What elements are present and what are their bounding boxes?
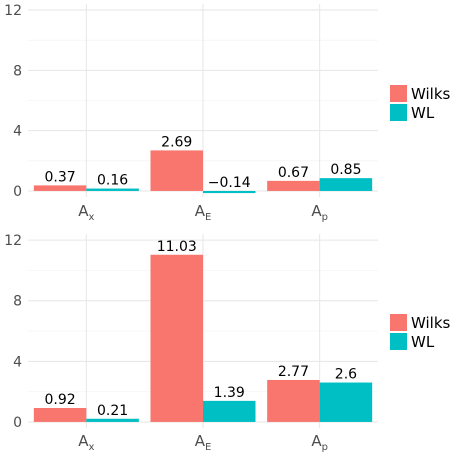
bar-value-label: 0.67 (278, 165, 309, 181)
legend-key-wilks (390, 85, 407, 102)
x-tick-label: Ax (78, 432, 94, 453)
x-tick-label: Ap (311, 432, 328, 453)
legend-key-wl (390, 333, 407, 350)
bar-wl-3 (319, 178, 373, 191)
bar-value-label: −0.14 (208, 175, 251, 191)
bar-value-label: 2.6 (335, 367, 357, 383)
y-tick-label: 12 (4, 233, 22, 249)
bar-wl-1 (86, 188, 139, 191)
legend-label-wilks: Wilks (411, 85, 451, 103)
y-tick-label: 8 (13, 63, 22, 79)
bar-wilks-2 (150, 254, 203, 422)
chart-panel-2: 0 4 8 12 0.92 11.03 2.77 0.21 1.39 2.6 Ax AE Ap Wilks… (4, 233, 450, 453)
bar-wl-2 (203, 190, 256, 194)
bar-value-label: 1.39 (214, 385, 245, 401)
y-tick-label: 0 (13, 415, 22, 431)
bar-value-label: 0.16 (97, 173, 128, 189)
x-tick-label: AE (195, 432, 212, 453)
legend-label-wl: WL (411, 333, 435, 351)
bar-wilks-3 (267, 379, 320, 422)
bar-value-label: 2.69 (161, 134, 192, 150)
y-tick-label: 4 (13, 124, 22, 140)
y-tick-label: 4 (13, 354, 22, 370)
bar-wilks-2 (150, 150, 203, 191)
legend-key-wl (390, 104, 407, 121)
bar-value-label: 0.92 (44, 392, 75, 408)
bar-wilks-1 (33, 185, 87, 191)
bar-wilks-1 (33, 407, 87, 422)
legend-label-wl: WL (411, 104, 435, 122)
x-tick-label: Ap (311, 202, 328, 223)
x-tick-label: Ax (78, 202, 94, 223)
y-tick-label: 8 (13, 294, 22, 310)
y-tick-label: 12 (4, 3, 22, 19)
bar-wilks-3 (267, 180, 320, 191)
bar-value-label: 0.21 (97, 403, 128, 419)
bar-wl-2 (203, 400, 256, 422)
legend-key-wilks (390, 314, 407, 331)
bar-value-label: 0.37 (44, 169, 75, 185)
x-tick-label: AE (195, 202, 212, 223)
y-tick-label: 0 (13, 184, 22, 200)
bar-wl-3 (319, 382, 373, 422)
bar-value-label: 0.85 (330, 162, 361, 178)
bar-value-label: 11.03 (157, 239, 197, 255)
legend-label-wilks: Wilks (411, 314, 451, 332)
chart-panel-1: 0 4 8 12 0.37 2.69 0.67 0.16 −0.14 0.85 Ax AE Ap Wilk… (4, 3, 450, 223)
bar-wl-1 (86, 418, 139, 422)
bar-value-label: 2.77 (278, 364, 309, 380)
